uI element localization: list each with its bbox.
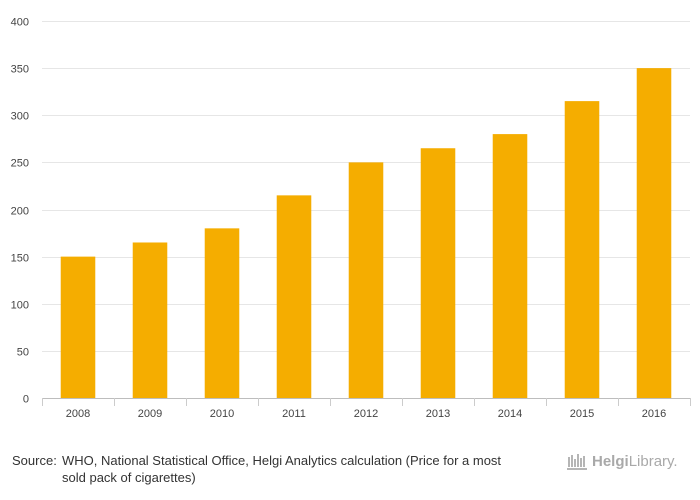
bar[interactable] (636, 68, 672, 398)
logo-text-library: Library. (628, 452, 678, 470)
x-tick-label: 2009 (138, 408, 162, 420)
logo-text-helgi: Helgi (592, 452, 629, 470)
x-tick-label: 2014 (498, 408, 522, 420)
x-tick-label: 2011 (282, 408, 306, 420)
bar[interactable] (60, 256, 96, 398)
y-tick-label: 0 (23, 394, 29, 406)
y-tick-label: 300 (11, 111, 29, 123)
bar-chart: 0 50 100 150 200 250 300 350 400 2008 2009 2010 2011… (11, 17, 691, 420)
y-tick-label: 50 (17, 347, 29, 359)
x-tick-label: 2015 (570, 408, 594, 420)
x-tick-label: 2013 (426, 408, 450, 420)
y-tick-label: 200 (11, 206, 29, 218)
bar[interactable] (492, 134, 528, 398)
bar[interactable] (132, 242, 168, 398)
y-tick-label: 350 (11, 64, 29, 76)
source-note: Source: WHO, National Statistical Office,… (12, 452, 532, 486)
source-text: WHO, National Statistical Office, Helgi … (62, 453, 502, 485)
y-tick-label: 400 (11, 17, 29, 29)
x-tick-label: 2010 (210, 408, 234, 420)
x-tick-label: 2012 (354, 408, 378, 420)
bar[interactable] (276, 195, 312, 398)
bar[interactable] (204, 228, 240, 398)
chart-svg: 0 50 100 150 200 250 300 350 400 2008 2009 2010 2011… (11, 17, 691, 420)
bar[interactable] (348, 162, 384, 398)
helgi-library-logo[interactable]: HelgiLibrary. (566, 449, 692, 473)
y-tick-label: 250 (11, 158, 29, 170)
x-tick-label: 2016 (642, 408, 666, 420)
y-tick-label: 150 (11, 253, 29, 265)
bar[interactable] (564, 101, 600, 399)
bar[interactable] (420, 148, 456, 398)
library-icon (566, 451, 588, 471)
source-label: Source: (12, 453, 57, 468)
x-tick-label: 2008 (66, 408, 90, 420)
chart-area: 0 50 100 150 200 250 300 350 400 2008 2009 2010 2011… (11, 17, 691, 420)
y-tick-label: 100 (11, 300, 29, 312)
logo-text: HelgiLibrary. (592, 453, 678, 470)
